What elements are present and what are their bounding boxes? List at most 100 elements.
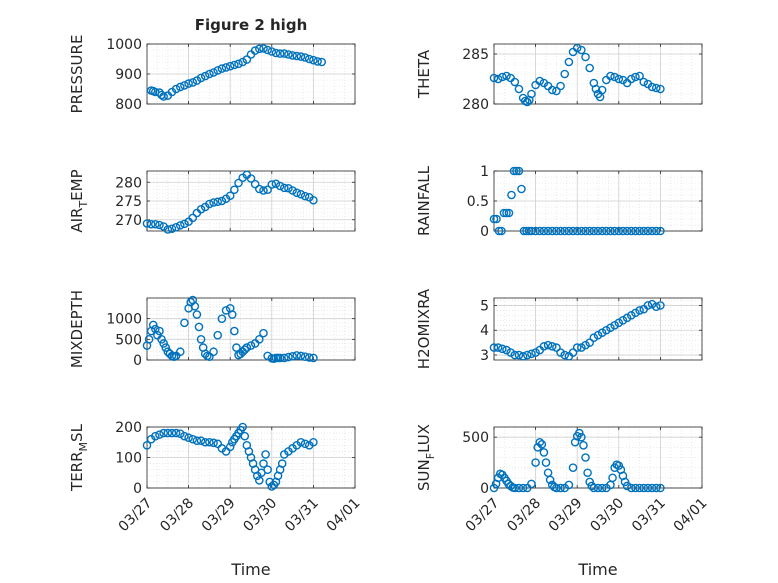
- data-point: [572, 43, 582, 53]
- data-point: [502, 71, 511, 81]
- x-tick-label: 04/01: [324, 495, 364, 535]
- data-point: [514, 166, 524, 176]
- data-point: [142, 219, 152, 228]
- y-tick-label: 285: [462, 47, 489, 63]
- data-point: [180, 219, 189, 229]
- data-point: [560, 226, 570, 236]
- data-point: [527, 226, 536, 236]
- data-point: [151, 219, 160, 229]
- data-point: [608, 473, 617, 483]
- data-point: [552, 343, 561, 352]
- data-point: [157, 335, 166, 344]
- data-point: [556, 226, 565, 236]
- subplot-4: 0 0.5 1 RAINFALL: [415, 164, 703, 240]
- data-point: [597, 328, 607, 338]
- data-point: [209, 198, 218, 207]
- data-point: [497, 226, 506, 236]
- data-point: [493, 74, 503, 84]
- data-point: [171, 84, 181, 94]
- data-point: [250, 179, 260, 189]
- data-point: [552, 86, 561, 96]
- data-point: [259, 186, 268, 195]
- data-point: [163, 428, 173, 438]
- subplot-5: 0 500 1000 MIXDEPTH: [68, 290, 356, 369]
- data-point: [493, 343, 503, 352]
- data-point: [200, 437, 210, 447]
- data-point: [589, 226, 599, 236]
- data-point: [279, 49, 289, 58]
- data-point: [537, 439, 547, 449]
- data-point: [512, 166, 521, 176]
- data-point: [142, 440, 152, 450]
- data-point: [230, 326, 239, 336]
- data-point: [296, 351, 306, 361]
- data-point: [647, 82, 657, 92]
- data-point: [622, 313, 632, 323]
- data-point: [159, 339, 168, 348]
- data-point: [643, 226, 653, 236]
- data-point: [300, 352, 310, 361]
- x-tick-label: 03/28: [504, 495, 544, 535]
- data-series: [489, 166, 665, 236]
- data-point: [300, 191, 310, 201]
- y-tick-label: 280: [115, 175, 142, 191]
- y-tick-label: 3: [480, 348, 489, 364]
- data-point: [593, 483, 603, 493]
- data-point: [507, 190, 516, 200]
- data-point: [213, 197, 223, 207]
- axes-box: [146, 297, 356, 361]
- data-point: [209, 438, 218, 448]
- data-point: [626, 311, 636, 320]
- data-point: [651, 226, 661, 236]
- data-point: [589, 333, 599, 342]
- data-point: [200, 71, 210, 81]
- data-point: [597, 226, 607, 236]
- data-point: [535, 226, 545, 236]
- data-point: [539, 342, 549, 351]
- data-point: [651, 302, 661, 311]
- data-point: [234, 178, 243, 188]
- data-point: [238, 422, 247, 432]
- data-point: [317, 57, 327, 67]
- data-point: [277, 459, 287, 468]
- data-point: [194, 322, 204, 332]
- data-point: [489, 73, 499, 83]
- data-point: [577, 226, 586, 236]
- data-point: [225, 191, 235, 201]
- data-series: [489, 43, 665, 107]
- data-point: [489, 214, 499, 224]
- data-point: [593, 226, 603, 236]
- data-point: [163, 225, 173, 234]
- data-series: [142, 170, 318, 234]
- data-point: [514, 483, 524, 493]
- data-point: [300, 53, 310, 62]
- data-point: [610, 226, 619, 236]
- data-point: [539, 448, 549, 457]
- x-tick-label: 04/01: [671, 495, 711, 535]
- data-point: [309, 353, 318, 363]
- data-point: [626, 483, 636, 493]
- x-tick-label: 03/29: [546, 495, 586, 535]
- data-point: [288, 186, 297, 195]
- data-point: [250, 46, 260, 55]
- data-point: [499, 208, 509, 218]
- x-tick-label: 03/28: [157, 495, 197, 535]
- data-point: [240, 431, 250, 441]
- data-point: [255, 335, 264, 344]
- data-point: [510, 350, 520, 360]
- data-point: [610, 320, 619, 330]
- data-point: [148, 320, 158, 330]
- data-point: [213, 66, 223, 75]
- data-point: [498, 72, 507, 82]
- data-point: [502, 208, 511, 218]
- data-point: [240, 345, 250, 354]
- y-tick-label: 280: [462, 97, 489, 113]
- data-point: [296, 52, 306, 61]
- data-point: [196, 335, 206, 344]
- data-point: [279, 183, 289, 193]
- data-point: [547, 85, 557, 95]
- data-point: [209, 68, 218, 77]
- data-point: [568, 226, 578, 236]
- data-point: [275, 353, 285, 363]
